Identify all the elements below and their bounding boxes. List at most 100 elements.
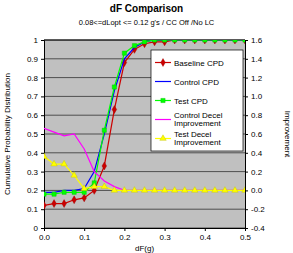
tick-label: 0: [34, 224, 39, 233]
tick-mark: [245, 209, 248, 210]
tick-label: 0.8: [27, 74, 39, 83]
marks: [44, 40, 245, 209]
tick: 0.5: [27, 130, 44, 139]
tick-label: 0.4: [251, 149, 263, 158]
marker: [151, 187, 157, 193]
plot-background: [44, 40, 245, 228]
tick: 0.8: [27, 74, 44, 83]
tick-label: 0.4: [27, 149, 39, 158]
tick: 1.6: [245, 36, 263, 45]
marker: [213, 40, 218, 44]
tick-label: 0.7: [27, 92, 39, 101]
marker: [171, 187, 177, 193]
marker: [82, 190, 86, 194]
tick-mark: [245, 228, 248, 229]
marker: [81, 185, 87, 191]
marker: [52, 192, 56, 196]
legend-entry: Control Decel Improvement: [155, 111, 225, 128]
tick: 0.4: [200, 228, 212, 242]
tick-label: 0.0: [39, 233, 51, 242]
marker: [62, 200, 67, 208]
tick-label: 1.2: [251, 74, 263, 83]
tick: 0.3: [27, 168, 44, 177]
legend-label-line: Improvement: [174, 119, 221, 128]
y2-axis-title: Improvement: [283, 111, 292, 158]
x-axis: 0.00.10.20.30.40.5: [39, 228, 252, 242]
tick: 0.0: [245, 186, 263, 195]
axis-line: [41, 41, 45, 229]
legend-box: [151, 50, 243, 151]
marker: [61, 160, 67, 166]
tick-label: 0.6: [251, 130, 263, 139]
tick-label: 0.0: [251, 186, 263, 195]
plot: 0.00.10.20.30.40.500.10.20.30.40.50.60.7…: [27, 36, 265, 242]
y2-axis: -0.4-0.20.00.20.40.60.81.01.21.41.6: [245, 36, 265, 233]
tick-mark: [41, 96, 44, 97]
series-markers: [44, 40, 245, 196]
legend-label: Test CPD: [174, 97, 208, 106]
grid-line: [44, 209, 245, 210]
marker: [62, 190, 66, 194]
tick-label: 0.6: [27, 111, 39, 120]
tick: 1.4: [245, 55, 263, 64]
marker: [222, 187, 228, 193]
legend-entry: Baseline CPD: [155, 59, 224, 68]
tick: 0.6: [27, 111, 44, 120]
tick: 0.2: [119, 228, 131, 242]
marker: [223, 40, 228, 44]
tick: 0.2: [245, 168, 263, 177]
series-line: [44, 40, 245, 205]
tick-mark: [41, 115, 44, 116]
y-axis-title: Cumulative Probability Distribution: [3, 73, 12, 195]
marker: [243, 40, 245, 44]
tick: 0: [34, 224, 44, 233]
marker: [141, 187, 147, 193]
title: dF Comparison: [110, 3, 183, 14]
tick-mark: [41, 78, 44, 79]
tick-mark: [165, 228, 166, 231]
tick: -0.4: [245, 224, 265, 233]
marker: [72, 190, 76, 194]
tick-mark: [245, 190, 248, 191]
tick: 0.0: [39, 228, 51, 242]
subtitle: 0.08<=dLopt <= 0.12 g's / CC Off /No LC: [79, 18, 215, 27]
grid: [44, 40, 245, 228]
series-line: [44, 40, 245, 192]
tick-mark: [245, 115, 248, 116]
grid-line: [44, 152, 245, 153]
series-markers: [44, 40, 245, 209]
tick: 1.0: [245, 92, 263, 101]
marker: [162, 40, 167, 46]
tick-label: 1.0: [251, 92, 263, 101]
tick: 1: [34, 36, 44, 45]
marker: [44, 201, 46, 209]
tick-label: 0.3: [27, 168, 39, 177]
marker: [72, 196, 77, 204]
marker: [183, 40, 187, 42]
tick-mark: [41, 40, 44, 41]
marker: [131, 187, 137, 193]
y-axis: 00.10.20.30.40.50.60.70.80.91: [27, 36, 45, 233]
tick-label: 0.1: [27, 205, 39, 214]
tick-mark: [41, 172, 44, 173]
tick: 0.3: [160, 228, 172, 242]
marker: [223, 40, 227, 42]
tick-label: 0.2: [119, 233, 131, 242]
legend-label: Test Decel Improvement: [174, 130, 221, 147]
marker: [212, 187, 218, 193]
tick: 0.1: [79, 228, 91, 242]
marker: [51, 160, 57, 166]
tick: 1.2: [245, 74, 263, 83]
legend: Baseline CPDControl CPDTest CPDControl D…: [151, 50, 243, 151]
marker: [213, 40, 217, 42]
tick-mark: [84, 228, 85, 231]
tick-mark: [41, 59, 44, 60]
tick-label: 1: [34, 36, 39, 45]
series-line: [44, 128, 245, 190]
marker: [44, 192, 46, 196]
tick-label: 0.3: [160, 233, 172, 242]
legend-label: Baseline CPD: [174, 59, 224, 68]
marker: [111, 187, 117, 193]
marker: [91, 183, 97, 189]
tick: 0.9: [27, 55, 44, 64]
